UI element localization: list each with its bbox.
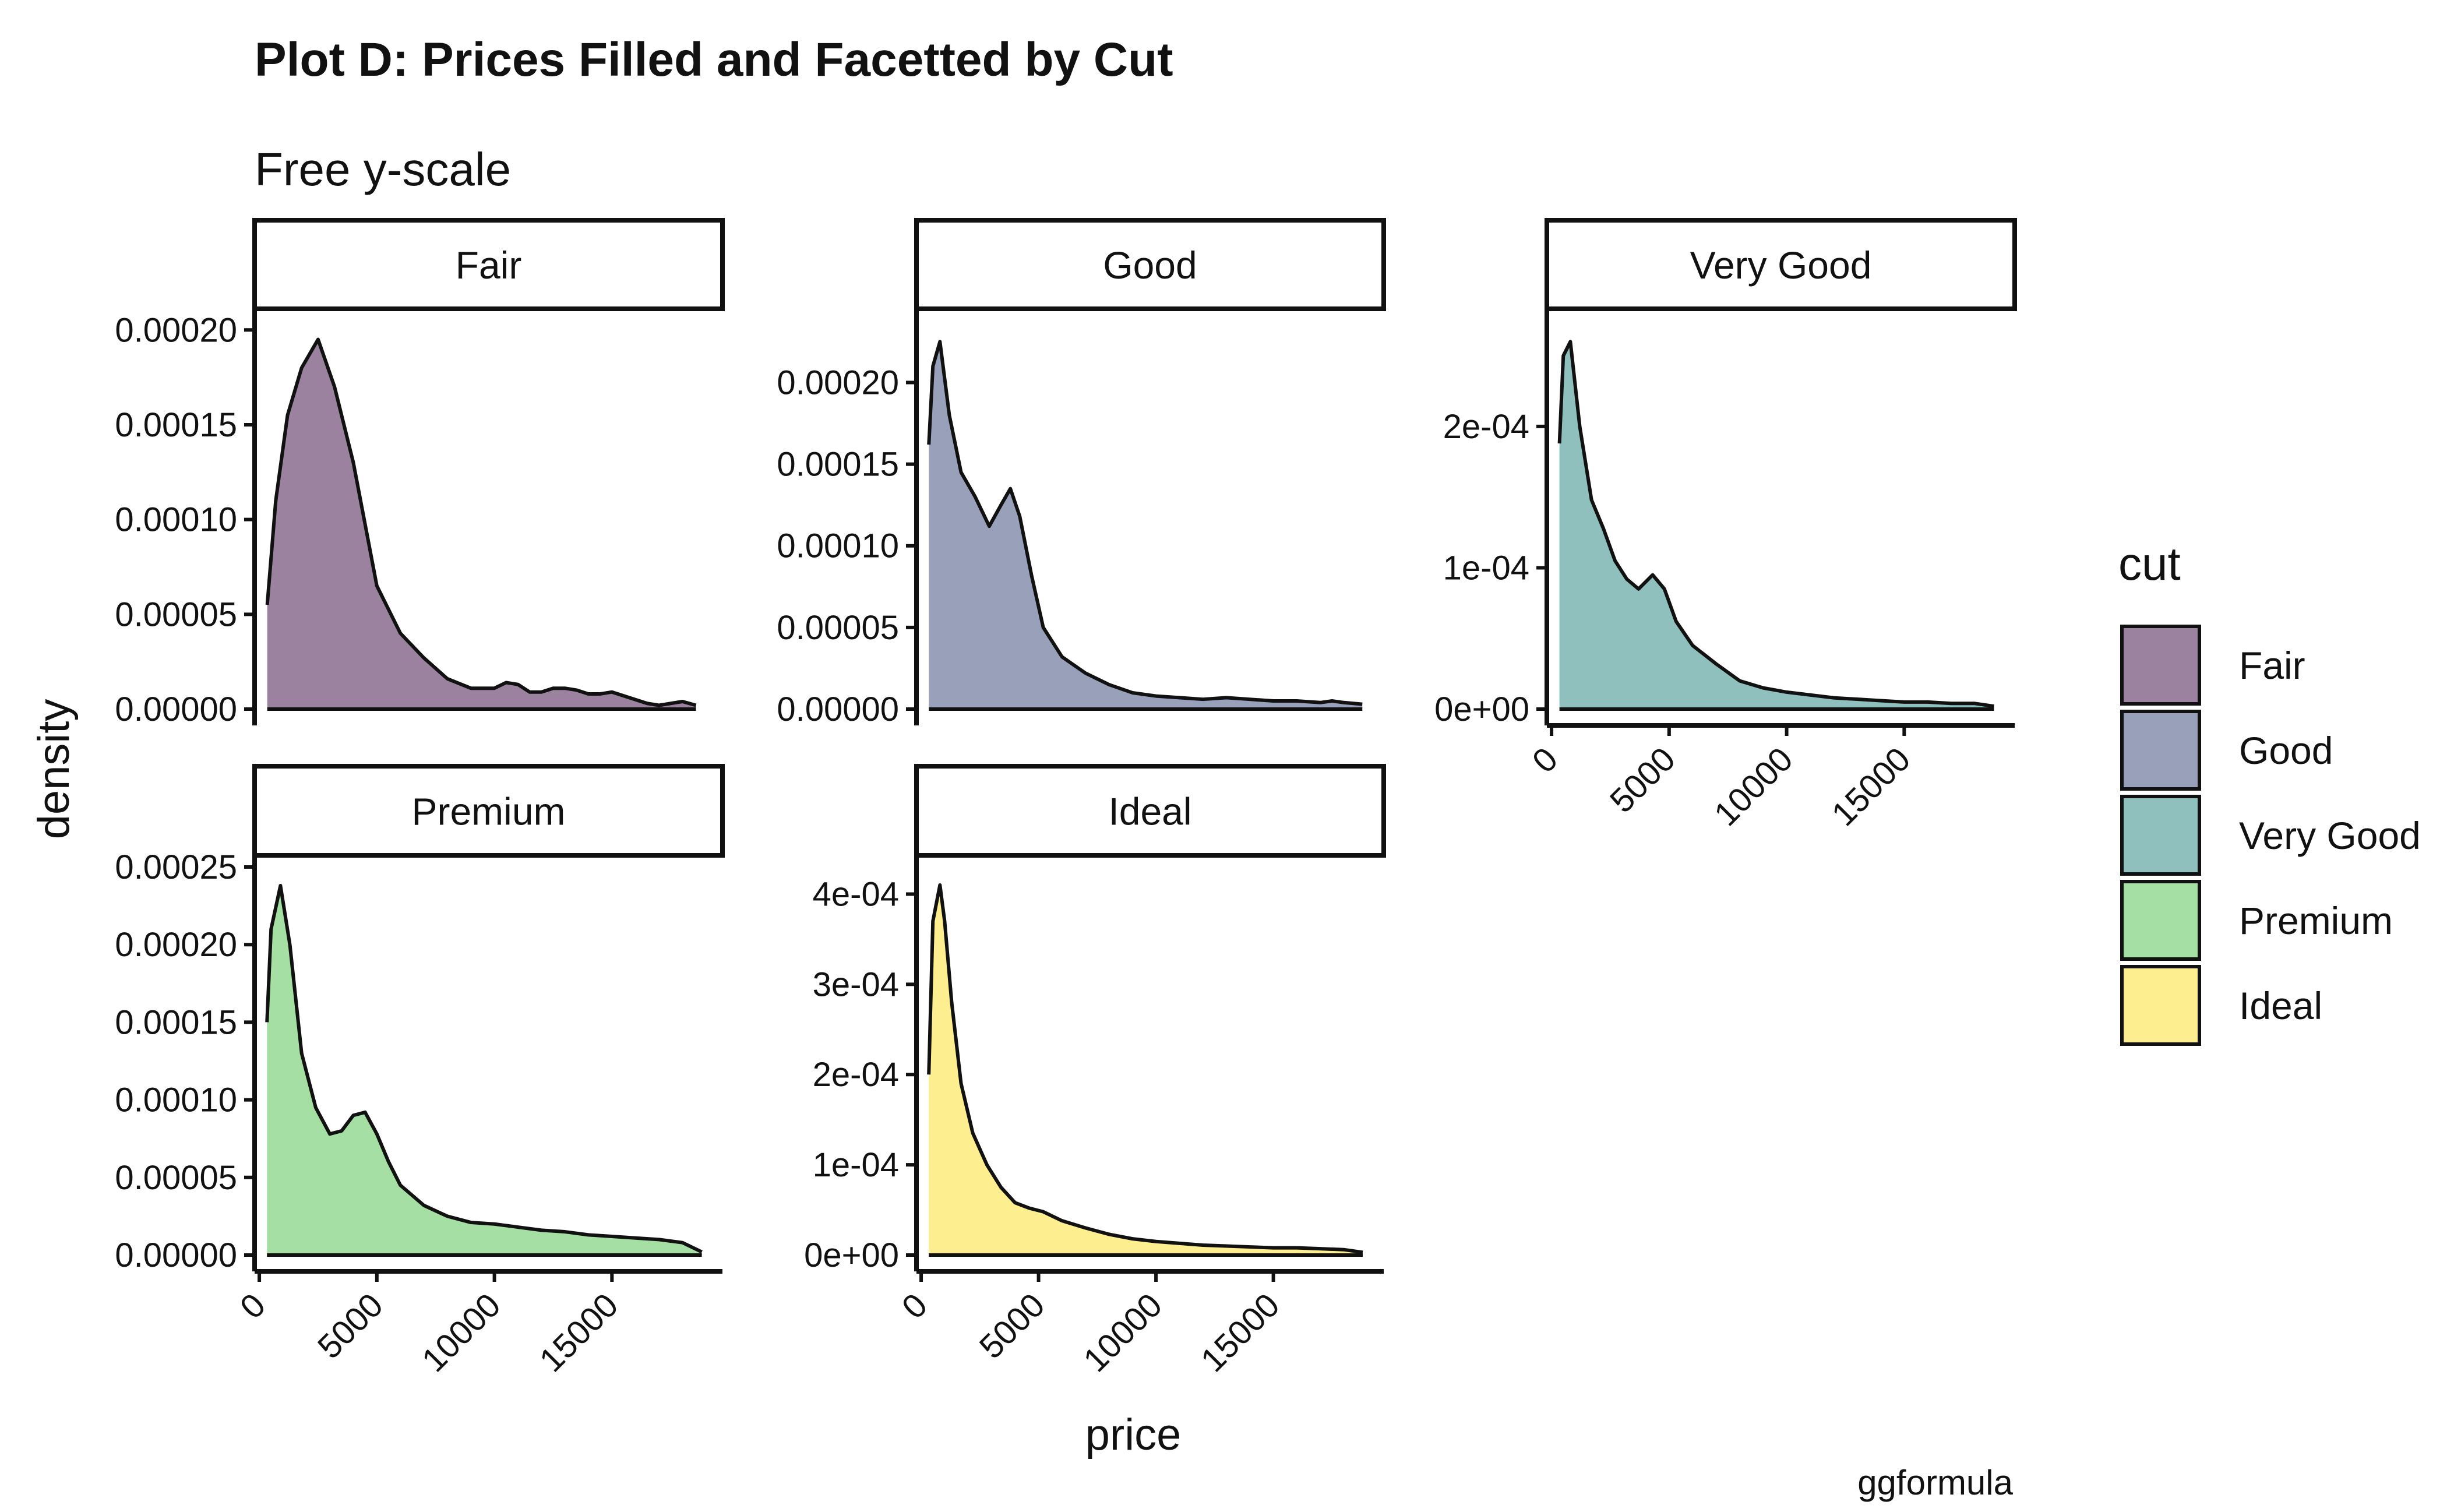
x-tick-label: 0 [1525, 740, 1565, 780]
legend-item-premium: Premium [2120, 880, 2393, 961]
y-tick-label: 0.00020 [115, 926, 237, 964]
y-tick-label: 0.00015 [115, 406, 237, 444]
y-tick-label: 0.00000 [115, 690, 237, 728]
x-tick-label: 15000 [533, 1286, 626, 1379]
chart-subtitle: Free y-scale [255, 143, 511, 195]
legend-title: cut [2118, 538, 2181, 590]
density-line-premium [265, 883, 703, 1254]
legend-label: Premium [2239, 899, 2393, 942]
facet-strip-label: Very Good [1690, 244, 1872, 287]
panel-very-good: Very Good 0e+00 1e-04 2e-04 0 5000 10000 15000 [1434, 218, 2017, 833]
y-tick-label: 0.00000 [777, 690, 899, 728]
y-tick-label: 0.00010 [777, 527, 899, 565]
y-tick-label: 0e+00 [804, 1236, 899, 1274]
y-tick-label: 3e-04 [813, 965, 899, 1003]
y-tick-label: 0e+00 [1434, 690, 1529, 728]
legend-label: Ideal [2239, 984, 2322, 1027]
legend-swatch [2120, 625, 2201, 706]
density-area-fair [267, 339, 696, 709]
density-area-ideal [929, 884, 1363, 1255]
legend-item-ideal: Ideal [2120, 965, 2322, 1046]
y-tick-label: 0.00010 [115, 1081, 237, 1119]
legend-swatch [2120, 710, 2201, 791]
density-area-very-good [1559, 341, 1994, 709]
facet-panels: Fair0.000000.000050.000100.000150.00020G… [115, 218, 2017, 1379]
x-tick-label: 0 [894, 1286, 935, 1326]
x-tick-label: 5000 [972, 1286, 1052, 1366]
density-area-premium [267, 885, 702, 1255]
y-tick-label: 1e-04 [1443, 549, 1529, 587]
density-area-good [929, 341, 1363, 709]
legend-label: Very Good [2239, 814, 2421, 857]
y-tick-label: 0.00015 [777, 446, 899, 484]
y-tick-label: 0.00005 [115, 595, 237, 633]
density-line-good [927, 340, 1363, 706]
density-line-ideal [927, 883, 1363, 1254]
panel-ideal: Ideal 0e+00 1e-04 2e-04 3e-04 4e-04 0 5000 10000… [804, 764, 1386, 1379]
x-axis-title: price [1085, 1410, 1182, 1460]
panel-fair: Fair 0.00000 0.00005 0.00010 0.00015 0.00020 [115, 218, 725, 728]
y-tick-label: 0.00025 [115, 848, 237, 886]
legend-swatch [2120, 965, 2201, 1046]
x-tick-label: 10000 [1707, 740, 1800, 833]
legend-swatch [2120, 880, 2201, 961]
x-tick-label: 5000 [1603, 740, 1683, 820]
facet-strip-premium [252, 764, 725, 858]
legend-item-good: Good [2120, 710, 2333, 791]
x-tick-label: 10000 [415, 1286, 508, 1379]
facet-strip-label: Good [1103, 244, 1197, 287]
panel-premium: Premium 0.00000 0.00005 0.00010 0.00015 0.000… [115, 764, 725, 1379]
x-tick-label: 5000 [311, 1286, 390, 1366]
legend-item-very-good: Very Good [2120, 795, 2421, 876]
y-tick-label: 0.00005 [777, 609, 899, 647]
legend-label: Fair [2239, 644, 2305, 687]
y-tick-label: 0.00015 [115, 1003, 237, 1041]
y-tick-label: 0.00020 [777, 364, 899, 401]
y-tick-label: 0.00000 [115, 1236, 237, 1274]
facet-strip-label: Premium [411, 790, 565, 833]
facet-strip-good [914, 218, 1386, 311]
y-tick-label: 0.00010 [115, 501, 237, 539]
panel-good: Good 0.00000 0.00005 0.00010 0.00015 0.00020 [777, 218, 1386, 728]
chart-caption: ggformula [1857, 1463, 2013, 1502]
y-tick-label: 4e-04 [813, 875, 899, 913]
facet-strip-label: Ideal [1108, 790, 1191, 833]
density-line-fair [265, 337, 697, 707]
y-tick-label: 0.00005 [115, 1159, 237, 1197]
legend-swatch [2120, 795, 2201, 876]
y-tick-label: 2e-04 [813, 1056, 899, 1094]
x-tick-label: 10000 [1076, 1286, 1169, 1379]
y-tick-label: 1e-04 [813, 1146, 899, 1184]
y-tick-label: 0.00020 [115, 311, 237, 349]
legend-item-fair: Fair [2120, 625, 2305, 706]
facet-strip-fair [252, 218, 725, 311]
facet-strip-ideal [914, 764, 1386, 858]
x-tick-label: 0 [232, 1286, 273, 1326]
y-tick-label: 2e-04 [1443, 408, 1529, 446]
facet-strip-label: Fair [456, 244, 522, 287]
legend: Fair Good Very Good Premium Ideal [2120, 625, 2421, 1046]
x-tick-label: 15000 [1194, 1286, 1287, 1379]
legend-label: Good [2239, 729, 2333, 772]
x-tick-label: 15000 [1825, 740, 1918, 833]
facet-strip-very-good [1545, 218, 2017, 311]
y-axis-title: density [29, 699, 79, 840]
density-line-very-good [1557, 340, 1994, 709]
chart-title: Plot D: Prices Filled and Facetted by Cu… [255, 33, 1173, 86]
